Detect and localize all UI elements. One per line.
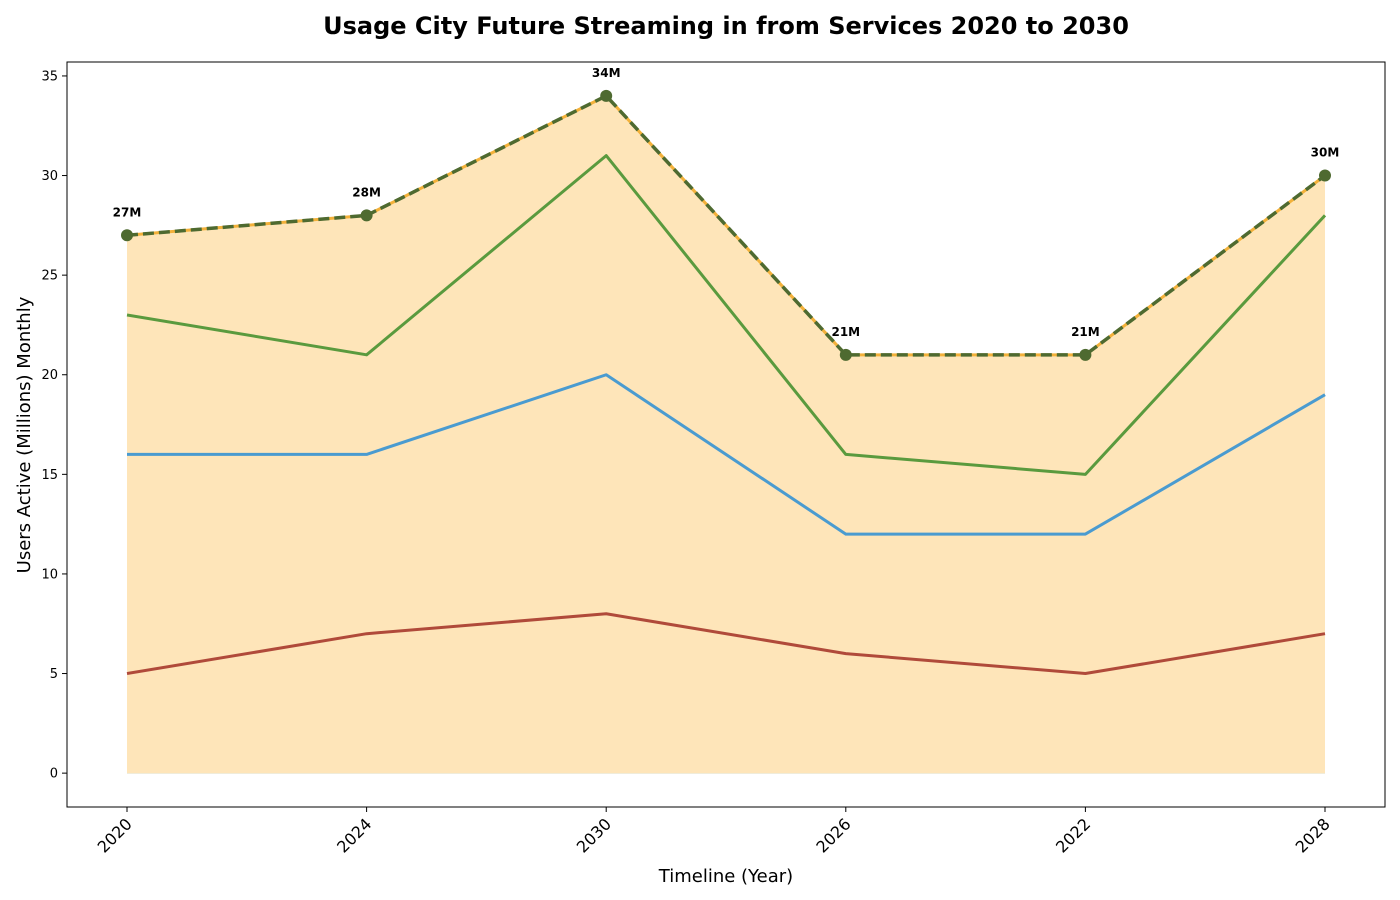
y-tick-label: 25 — [41, 269, 58, 284]
data-label: 21M — [1071, 325, 1100, 339]
series-4-area — [127, 95, 1325, 774]
x-tick-label: 2026 — [812, 814, 854, 856]
data-label: 27M — [113, 205, 142, 219]
series-4-point — [839, 348, 852, 361]
series-4-point — [1319, 169, 1331, 182]
y-tick-label: 10 — [41, 567, 58, 582]
series-1-line — [126, 612, 1326, 676]
y-tick-label: 0 — [50, 767, 58, 782]
data-label: 30M — [1311, 146, 1340, 160]
data-label: 28M — [352, 185, 381, 199]
chart-title: Usage City Future Streaming in from Serv… — [323, 12, 1129, 40]
y-tick-label: 35 — [41, 69, 58, 84]
y-tick-label: 30 — [41, 169, 58, 184]
data-label: 21M — [831, 325, 860, 339]
x-axis: 2020 2024 2030 2026 2022 2028 — [94, 807, 1334, 857]
series-4-point — [360, 209, 373, 222]
y-tick-label: 5 — [50, 667, 58, 682]
x-tick-label: 2022 — [1052, 814, 1094, 856]
series-4-dashed-line — [126, 94, 1327, 357]
y-axis-label: Users Active (Millions) Monthly — [14, 296, 35, 573]
data-label: 34M — [592, 66, 621, 80]
x-tick-label: 2020 — [94, 814, 136, 856]
x-tick-label: 2030 — [573, 814, 615, 856]
series-4-point — [600, 89, 613, 102]
y-tick-label: 15 — [41, 468, 58, 483]
series-4-point — [1079, 348, 1092, 361]
x-tick-label: 2024 — [333, 814, 375, 856]
y-tick-label: 20 — [41, 368, 58, 383]
x-tick-label: 2028 — [1292, 814, 1334, 856]
series-2-line — [127, 373, 1326, 536]
series-3-line — [126, 154, 1327, 476]
plot-layers: 27M 28M 34M 21M 21M 30M — [113, 66, 1340, 774]
plot-frame — [66, 61, 1386, 808]
series-4-point — [121, 229, 133, 242]
y-axis: 0 5 10 15 20 25 30 35 — [41, 69, 67, 782]
x-axis-label: Timeline (Year) — [658, 866, 793, 887]
